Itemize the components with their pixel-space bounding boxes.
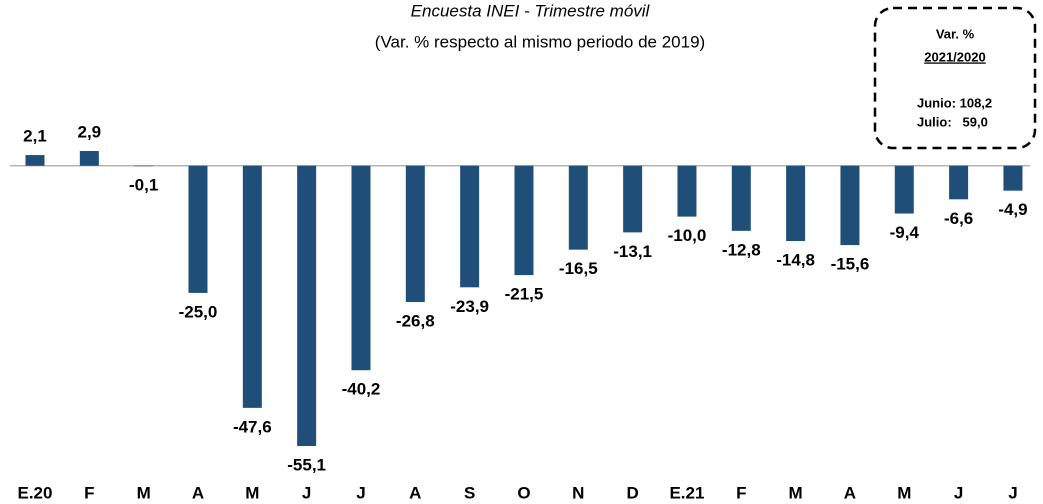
bar bbox=[514, 165, 534, 276]
x-tick-label: F bbox=[736, 483, 746, 502]
annotation: Var. % bbox=[936, 26, 975, 41]
chart-subtitle: (Var. % respecto al mismo periodo de 201… bbox=[375, 32, 705, 51]
bar bbox=[25, 155, 45, 166]
value-label: -14,8 bbox=[776, 251, 815, 270]
value-label: -47,6 bbox=[233, 417, 272, 436]
x-tick-label: E.20 bbox=[18, 483, 53, 502]
bar bbox=[677, 165, 697, 217]
bar bbox=[1003, 165, 1023, 191]
value-label: -26,8 bbox=[396, 312, 435, 331]
bar bbox=[79, 151, 99, 166]
bar bbox=[786, 165, 806, 242]
bar bbox=[460, 165, 480, 288]
annotation: 2021/2020 bbox=[924, 49, 985, 64]
x-tick-label: E.21 bbox=[669, 483, 704, 502]
x-tick-label: J bbox=[302, 483, 311, 502]
x-tick-label: J bbox=[954, 483, 963, 502]
bar bbox=[188, 165, 208, 293]
bar bbox=[351, 165, 371, 371]
bar bbox=[894, 165, 914, 214]
x-tick-label: M bbox=[897, 483, 911, 502]
bar bbox=[405, 165, 425, 303]
chart-title: Encuesta INEI - Trimestre móvil bbox=[411, 1, 651, 20]
annotation-box bbox=[873, 6, 1037, 150]
value-label: -55,1 bbox=[287, 455, 326, 474]
value-label: -10,0 bbox=[668, 226, 707, 245]
bar bbox=[134, 165, 154, 167]
x-tick-label: N bbox=[572, 483, 584, 502]
x-tick-label: M bbox=[245, 483, 259, 502]
value-label: -13,1 bbox=[613, 242, 652, 261]
value-label: -16,5 bbox=[559, 259, 598, 278]
x-tick-label: A bbox=[409, 483, 421, 502]
value-label: -4,9 bbox=[998, 200, 1027, 219]
bar bbox=[623, 165, 643, 233]
x-tick-label: S bbox=[464, 483, 475, 502]
value-label: -15,6 bbox=[831, 255, 870, 274]
x-tick-label: M bbox=[137, 483, 151, 502]
value-label: -40,2 bbox=[342, 380, 381, 399]
x-tick-label: A bbox=[192, 483, 204, 502]
bar bbox=[840, 165, 860, 246]
value-label: -25,0 bbox=[179, 302, 218, 321]
x-tick-label: O bbox=[517, 483, 530, 502]
annotation: Junio: 108,2 bbox=[917, 95, 992, 110]
x-tick-label: J bbox=[1008, 483, 1017, 502]
bar bbox=[242, 165, 262, 408]
bar bbox=[297, 165, 317, 446]
annotation: Julio: 59,0 bbox=[917, 114, 988, 129]
value-label: 2,9 bbox=[78, 122, 102, 141]
value-label: -23,9 bbox=[450, 297, 489, 316]
value-label: -0,1 bbox=[129, 176, 158, 195]
x-tick-label: A bbox=[844, 483, 856, 502]
value-label: -12,8 bbox=[722, 240, 761, 259]
x-tick-label: M bbox=[789, 483, 803, 502]
bar bbox=[568, 165, 588, 250]
x-tick-label: J bbox=[356, 483, 365, 502]
value-label: 2,1 bbox=[23, 127, 47, 146]
value-label: -9,4 bbox=[890, 223, 920, 242]
value-label: -21,5 bbox=[505, 285, 544, 304]
bar bbox=[949, 165, 969, 200]
x-tick-label: D bbox=[626, 483, 638, 502]
value-label: -6,6 bbox=[944, 209, 973, 228]
bar bbox=[731, 165, 751, 231]
x-tick-label: F bbox=[84, 483, 94, 502]
